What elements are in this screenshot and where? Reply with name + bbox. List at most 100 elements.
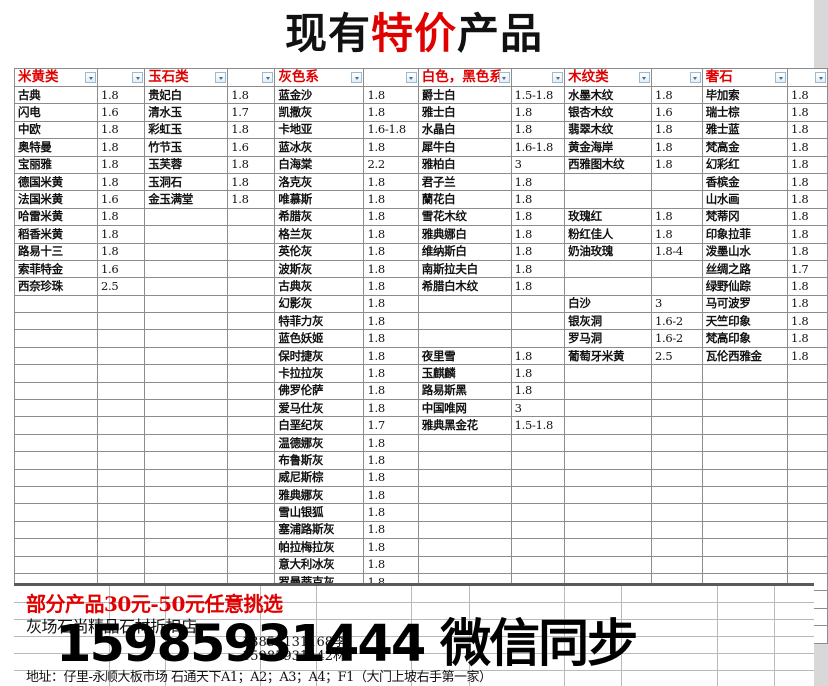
cell-price-huise[interactable]: 1.8 — [363, 346, 419, 366]
cell-price-huise[interactable]: 1.8 — [363, 485, 419, 505]
cell-price-baihei[interactable] — [510, 433, 566, 453]
cell-price-yushi[interactable]: 1.8 — [227, 190, 276, 209]
cell-name-huise[interactable]: 雅典娜灰 — [274, 485, 365, 505]
column-header-price-baihei[interactable] — [510, 68, 566, 87]
cell-price-baihei[interactable] — [510, 555, 566, 574]
cell-name-yushi[interactable] — [144, 329, 229, 348]
cell-name-mihuang[interactable] — [13, 520, 99, 540]
cell-name-sheshi[interactable] — [701, 451, 789, 470]
cell-price-sheshi[interactable]: 1.8 — [787, 172, 828, 192]
cell-price-baihei[interactable]: 1.8 — [510, 381, 566, 401]
cell-price-huise[interactable]: 1.8 — [363, 364, 419, 383]
cell-price-yushi[interactable] — [227, 329, 276, 348]
cell-price-mihuang[interactable] — [97, 503, 146, 522]
cell-price-huise[interactable]: 1.6-1.8 — [363, 120, 419, 140]
filter-dropdown-icon[interactable] — [405, 71, 417, 83]
cell-price-yushi[interactable] — [227, 555, 276, 574]
cell-name-mihuang[interactable]: 路易十三 — [13, 242, 99, 261]
cell-price-sheshi[interactable] — [787, 538, 828, 557]
cell-price-yushi[interactable] — [227, 242, 276, 261]
cell-price-muwen[interactable]: 1.8 — [650, 85, 703, 105]
cell-name-sheshi[interactable]: 梵高印象 — [701, 329, 789, 348]
cell-name-baihei[interactable]: 希腊白木纹 — [417, 277, 512, 296]
cell-price-sheshi[interactable] — [787, 468, 828, 487]
column-header-sheshi[interactable]: 奢石 — [701, 68, 789, 87]
filter-dropdown-icon[interactable] — [262, 71, 274, 83]
cell-name-huise[interactable]: 雪山银狐 — [274, 503, 365, 522]
cell-price-huise[interactable]: 1.8 — [363, 190, 419, 209]
filter-dropdown-icon[interactable] — [85, 71, 97, 83]
cell-name-yushi[interactable] — [144, 555, 229, 574]
cell-price-mihuang[interactable] — [97, 364, 146, 383]
cell-name-muwen[interactable] — [564, 433, 652, 453]
cell-name-muwen[interactable] — [564, 538, 652, 557]
cell-name-yushi[interactable]: 金玉满堂 — [144, 190, 229, 209]
cell-name-sheshi[interactable]: 泼墨山水 — [701, 242, 789, 261]
filter-dropdown-icon[interactable] — [132, 71, 144, 83]
cell-name-huise[interactable]: 波斯灰 — [274, 259, 365, 279]
cell-name-sheshi[interactable]: 马可波罗 — [701, 294, 789, 314]
cell-name-muwen[interactable]: 西雅图木纹 — [564, 155, 652, 174]
cell-name-sheshi[interactable] — [701, 503, 789, 522]
cell-price-yushi[interactable]: 1.8 — [227, 172, 276, 192]
cell-name-yushi[interactable] — [144, 364, 229, 383]
cell-name-huise[interactable]: 卡拉拉灰 — [274, 364, 365, 383]
cell-name-huise[interactable]: 蓝色妖姬 — [274, 329, 365, 348]
cell-name-mihuang[interactable]: 法国米黄 — [13, 190, 99, 209]
cell-name-mihuang[interactable]: 奥特曼 — [13, 138, 99, 157]
cell-name-baihei[interactable]: 雅士白 — [417, 103, 512, 122]
cell-price-baihei[interactable] — [510, 538, 566, 557]
cell-price-huise[interactable]: 1.8 — [363, 451, 419, 470]
cell-price-huise[interactable]: 1.8 — [363, 433, 419, 453]
cell-name-mihuang[interactable] — [13, 451, 99, 470]
cell-name-huise[interactable]: 布鲁斯灰 — [274, 451, 365, 470]
cell-name-huise[interactable]: 意大利冰灰 — [274, 555, 365, 574]
cell-price-yushi[interactable] — [227, 433, 276, 453]
cell-price-mihuang[interactable] — [97, 329, 146, 348]
cell-name-sheshi[interactable]: 瓦伦西雅金 — [701, 346, 789, 366]
cell-price-mihuang[interactable]: 1.8 — [97, 138, 146, 157]
cell-price-mihuang[interactable]: 1.8 — [97, 172, 146, 192]
cell-price-mihuang[interactable]: 1.8 — [97, 85, 146, 105]
cell-name-baihei[interactable]: 雅典娜白 — [417, 225, 512, 244]
cell-name-mihuang[interactable]: 西奈珍珠 — [13, 277, 99, 296]
cell-price-mihuang[interactable] — [97, 312, 146, 331]
cell-name-yushi[interactable] — [144, 468, 229, 487]
cell-name-huise[interactable]: 帕拉梅拉灰 — [274, 538, 365, 557]
cell-price-yushi[interactable] — [227, 451, 276, 470]
cell-name-sheshi[interactable]: 雅士蓝 — [701, 120, 789, 140]
cell-price-yushi[interactable]: 1.8 — [227, 85, 276, 105]
cell-price-huise[interactable]: 1.8 — [363, 259, 419, 279]
cell-price-yushi[interactable] — [227, 399, 276, 418]
cell-price-mihuang[interactable]: 1.6 — [97, 190, 146, 209]
cell-price-muwen[interactable] — [650, 468, 703, 487]
cell-name-yushi[interactable] — [144, 277, 229, 296]
cell-price-huise[interactable]: 1.8 — [363, 277, 419, 296]
cell-name-sheshi[interactable]: 幻彩红 — [701, 155, 789, 174]
cell-name-sheshi[interactable]: 毕加索 — [701, 85, 789, 105]
cell-name-baihei[interactable] — [417, 468, 512, 487]
cell-name-sheshi[interactable]: 绿野仙踪 — [701, 277, 789, 296]
cell-name-yushi[interactable] — [144, 433, 229, 453]
cell-name-mihuang[interactable]: 哈雷米黄 — [13, 207, 99, 227]
cell-price-sheshi[interactable] — [787, 399, 828, 418]
cell-price-yushi[interactable] — [227, 207, 276, 227]
cell-price-baihei[interactable] — [510, 520, 566, 540]
cell-price-huise[interactable]: 1.7 — [363, 416, 419, 435]
cell-price-sheshi[interactable] — [787, 555, 828, 574]
cell-price-muwen[interactable] — [650, 190, 703, 209]
cell-name-huise[interactable]: 洛克灰 — [274, 172, 365, 192]
cell-name-huise[interactable]: 佛罗伦萨 — [274, 381, 365, 401]
column-header-baihei[interactable]: 白色，黑色系 — [417, 68, 512, 87]
cell-name-yushi[interactable] — [144, 259, 229, 279]
cell-price-muwen[interactable] — [650, 485, 703, 505]
cell-price-muwen[interactable]: 1.8 — [650, 225, 703, 244]
cell-name-mihuang[interactable]: 稻香米黄 — [13, 225, 99, 244]
cell-name-yushi[interactable]: 玉芙蓉 — [144, 155, 229, 174]
column-header-mihuang[interactable]: 米黄类 — [13, 68, 99, 87]
cell-name-sheshi[interactable] — [701, 485, 789, 505]
cell-name-huise[interactable]: 塞浦路斯灰 — [274, 520, 365, 540]
cell-price-yushi[interactable] — [227, 538, 276, 557]
cell-name-yushi[interactable] — [144, 346, 229, 366]
cell-price-baihei[interactable] — [510, 329, 566, 348]
